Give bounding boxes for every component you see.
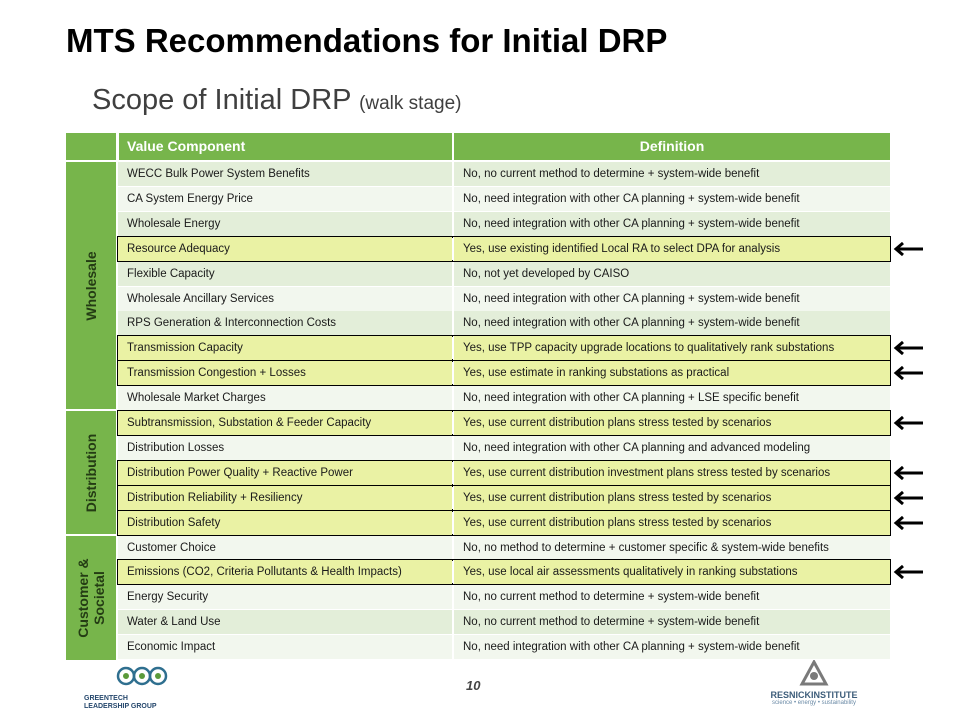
group-customer-societal: Customer & Societal: [66, 536, 116, 660]
definition-cell: No, need integration with other CA plann…: [453, 286, 890, 311]
group-label-distribution: Distribution: [83, 433, 99, 512]
table-row: Transmission Capacity Yes, use TPP capaci…: [117, 335, 891, 362]
header-value-component: Value Component: [118, 133, 452, 160]
table-row: Distribution Safety Yes, use current dist…: [117, 509, 891, 536]
value-component-cell: Distribution Losses: [118, 435, 452, 460]
value-component-cell: Energy Security: [118, 585, 452, 610]
resnick-line1: RESNICKINSTITUTE: [770, 690, 858, 700]
group-label-wholesale: Wholesale: [83, 250, 99, 321]
table-row: Distribution Reliability + Resiliency Yes…: [117, 484, 891, 511]
table-row: Wholesale Market Charges No, need integra…: [118, 386, 890, 411]
definition-cell: Yes, use estimate in ranking substations…: [453, 361, 890, 386]
value-component-cell: CA System Energy Price: [118, 186, 452, 211]
slide-subtitle: Scope of Initial DRP (walk stage): [92, 84, 461, 117]
header-definition: Definition: [453, 133, 890, 160]
value-component-cell: Subtransmission, Substation & Feeder Cap…: [118, 411, 452, 435]
definition-cell: No, need integration with other CA plann…: [453, 186, 890, 211]
value-component-cell: Distribution Power Quality + Reactive Po…: [118, 460, 452, 485]
table-row: WECC Bulk Power System Benefits No, no cu…: [118, 162, 890, 186]
value-component-cell: Wholesale Energy: [118, 211, 452, 236]
greentech-line2: LEADERSHIP GROUP: [84, 703, 157, 710]
table-row: Distribution Power Quality + Reactive Po…: [117, 459, 891, 486]
table-row: Energy Security No, no current method to …: [118, 585, 890, 610]
definition-cell: Yes, use current distribution plans stre…: [453, 510, 890, 535]
definition-cell: Yes, use current distribution plans stre…: [453, 485, 890, 510]
value-component-cell: Water & Land Use: [118, 610, 452, 635]
table-row: Wholesale Ancillary Services No, need int…: [118, 286, 890, 311]
definition-cell: No, not yet developed by CAISO: [453, 261, 890, 286]
definition-cell: No, need integration with other CA plann…: [453, 211, 890, 236]
definition-cell: No, no method to determine + customer sp…: [453, 535, 890, 560]
table-row: Resource Adequacy Yes, use existing ident…: [117, 235, 891, 262]
table-row: Subtransmission, Substation & Feeder Cap…: [117, 410, 891, 436]
left-arrow-icon: [893, 515, 923, 530]
table-row: Wholesale Energy No, need integration wit…: [118, 211, 890, 236]
left-arrow-icon: [893, 465, 923, 480]
definition-cell: Yes, use current distribution investment…: [453, 460, 890, 485]
value-component-cell: Flexible Capacity: [118, 261, 452, 286]
table-row: Flexible Capacity No, not yet developed b…: [118, 261, 890, 286]
value-component-cell: RPS Generation & Interconnection Costs: [118, 311, 452, 336]
subtitle-main: Scope of Initial DRP: [92, 84, 351, 116]
left-arrow-icon: [893, 565, 923, 580]
value-component-cell: Customer Choice: [118, 535, 452, 560]
definition-cell: No, no current method to determine + sys…: [453, 585, 890, 610]
group-distribution: Distribution: [66, 411, 116, 534]
greentech-logo-mark: [116, 666, 168, 686]
value-component-cell: Wholesale Market Charges: [118, 386, 452, 411]
table-row: Water & Land Use No, no current method to…: [118, 610, 890, 635]
table-row: Economic Impact No, need integration with…: [118, 635, 890, 660]
value-component-cell: Resource Adequacy: [118, 236, 452, 261]
header-corner-cell: [66, 133, 116, 160]
value-component-cell: Emissions (CO2, Criteria Pollutants & He…: [118, 560, 452, 585]
left-arrow-icon: [893, 366, 923, 381]
definition-cell: No, no current method to determine + sys…: [453, 610, 890, 635]
value-component-cell: Wholesale Ancillary Services: [118, 286, 452, 311]
value-component-cell: Transmission Capacity: [118, 336, 452, 361]
definition-cell: No, need integration with other CA plann…: [453, 311, 890, 336]
group-label-customer-societal: Customer & Societal: [75, 558, 107, 638]
table-row: Distribution Losses No, need integration …: [118, 435, 890, 460]
resnick-line2: science • energy • sustainability: [772, 700, 856, 706]
definition-cell: Yes, use existing identified Local RA to…: [453, 236, 890, 261]
definition-cell: No, need integration with other CA plann…: [453, 435, 890, 460]
resnick-logo: RESNICKINSTITUTE science • energy • sust…: [754, 658, 874, 716]
definition-cell: Yes, use TPP capacity upgrade locations …: [453, 336, 890, 361]
left-arrow-icon: [893, 341, 923, 356]
definition-cell: No, need integration with other CA plann…: [453, 386, 890, 411]
table-row: RPS Generation & Interconnection Costs No…: [118, 311, 890, 336]
value-component-cell: WECC Bulk Power System Benefits: [118, 162, 452, 186]
value-component-cell: Economic Impact: [118, 635, 452, 660]
table-row: Transmission Congestion + Losses Yes, use…: [117, 360, 891, 387]
left-arrow-icon: [893, 241, 923, 256]
greentech-line1: GREENTECH: [84, 695, 128, 702]
scope-table: Value Component Definition Wholesale Dis…: [66, 133, 891, 660]
value-component-cell: Distribution Reliability + Resiliency: [118, 485, 452, 510]
left-arrow-icon: [893, 416, 923, 430]
table-row: Customer Choice No, no method to determin…: [118, 535, 890, 560]
definition-cell: Yes, use current distribution plans stre…: [453, 411, 890, 435]
slide-title: MTS Recommendations for Initial DRP: [66, 22, 668, 59]
left-arrow-icon: [893, 490, 923, 505]
greentech-logo: GREENTECH LEADERSHIP GROUP: [82, 664, 202, 714]
table-row: Emissions (CO2, Criteria Pollutants & He…: [117, 559, 891, 586]
table-row: CA System Energy Price No, need integrati…: [118, 186, 890, 211]
table-header-row: Value Component Definition: [66, 133, 890, 160]
subtitle-note: (walk stage): [359, 93, 462, 114]
group-wholesale: Wholesale: [66, 162, 116, 409]
resnick-logo-mark: [799, 658, 829, 686]
page-number: 10: [466, 678, 481, 693]
value-component-cell: Distribution Safety: [118, 510, 452, 535]
definition-cell: Yes, use local air assessments qualitati…: [453, 560, 890, 585]
definition-cell: No, need integration with other CA plann…: [453, 635, 890, 660]
value-component-cell: Transmission Congestion + Losses: [118, 361, 452, 386]
definition-cell: No, no current method to determine + sys…: [453, 162, 890, 186]
